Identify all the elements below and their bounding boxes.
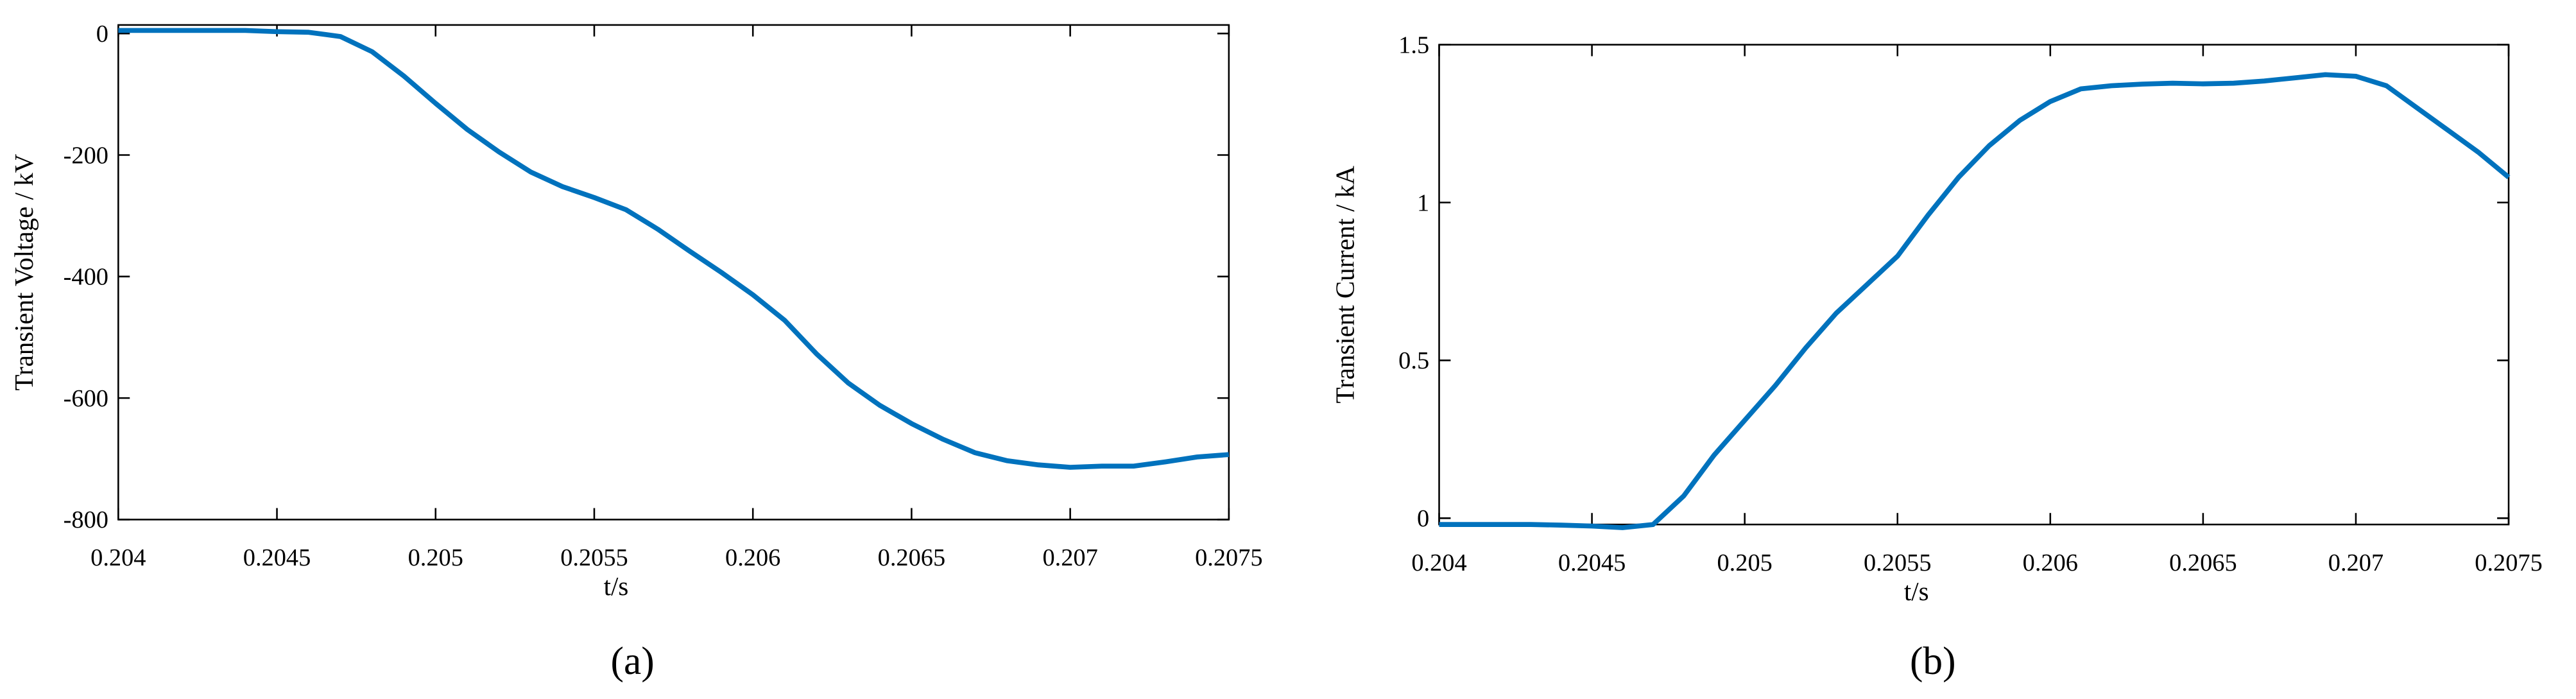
caption: (a) — [610, 639, 654, 683]
x-tick-label: 0.2045 — [243, 544, 311, 571]
x-tick-label: 0.2065 — [2169, 549, 2237, 576]
y-tick-label: -200 — [64, 142, 108, 169]
x-tick-label: 0.207 — [2328, 549, 2383, 576]
data-line — [118, 28, 1230, 470]
y-tick-label: -400 — [64, 264, 108, 291]
x-axis-label: t/s — [1904, 577, 1929, 606]
y-tick-label: 0 — [96, 21, 108, 47]
plot-frame — [1438, 44, 2510, 526]
y-tick-label: -600 — [64, 385, 108, 412]
plot-frame — [117, 24, 1230, 521]
x-tick-label: 0.204 — [90, 544, 146, 571]
x-tick-label: 0.207 — [1042, 544, 1097, 571]
x-tick-label: 0.205 — [408, 544, 463, 571]
data-line — [1439, 72, 2511, 530]
x-tick-label: 0.2045 — [1558, 549, 1626, 576]
x-tick-label: 0.2055 — [1864, 549, 1932, 576]
x-tick-label: 0.204 — [1411, 549, 1466, 576]
x-axis-label: t/s — [604, 572, 629, 601]
y-tick-label: 1 — [1417, 189, 1429, 216]
caption: (b) — [1910, 639, 1956, 683]
x-tick-label: 0.206 — [2023, 549, 2078, 576]
x-tick-label: 0.2055 — [560, 544, 628, 571]
y-tick-label: 0 — [1417, 505, 1429, 532]
x-tick-label: 0.205 — [1717, 549, 1772, 576]
y-tick-label: 0.5 — [1398, 347, 1429, 374]
x-tick-label: 0.2075 — [1195, 544, 1263, 571]
x-tick-label: 0.2075 — [2475, 549, 2543, 576]
y-axis-label: Transient Voltage / kV — [10, 153, 39, 390]
x-tick-label: 0.206 — [725, 544, 780, 571]
y-tick-label: -800 — [64, 506, 108, 533]
y-tick-label: 1.5 — [1398, 31, 1429, 58]
y-axis-label: Transient Current / kA — [1330, 166, 1359, 404]
x-tick-label: 0.2065 — [878, 544, 946, 571]
